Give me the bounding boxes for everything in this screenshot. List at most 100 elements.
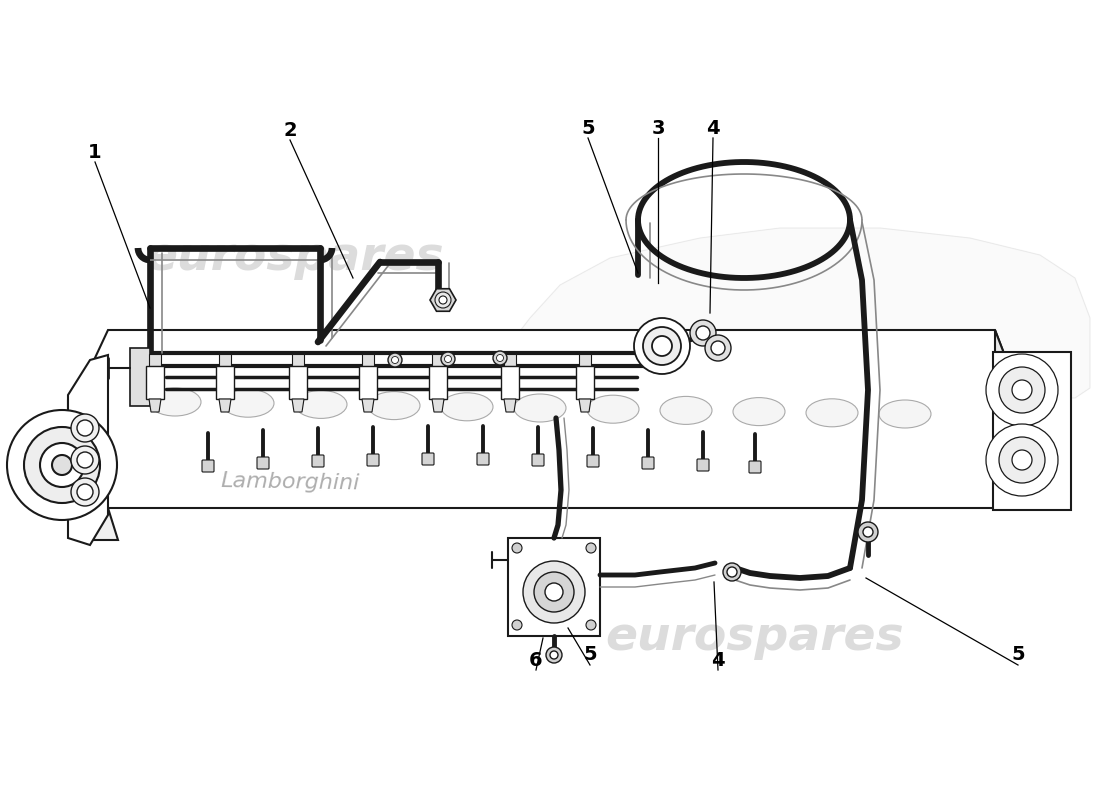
Text: eurospares: eurospares <box>606 615 904 661</box>
Circle shape <box>77 452 94 468</box>
Circle shape <box>512 620 522 630</box>
Polygon shape <box>504 399 516 412</box>
Bar <box>432 354 444 366</box>
Polygon shape <box>430 289 456 311</box>
Text: 1: 1 <box>88 142 102 162</box>
Circle shape <box>441 352 455 366</box>
Text: 2: 2 <box>283 121 297 139</box>
Polygon shape <box>579 399 591 412</box>
Circle shape <box>493 351 507 365</box>
Polygon shape <box>148 399 161 412</box>
Text: Lamborghini: Lamborghini <box>220 470 360 494</box>
Circle shape <box>1012 450 1032 470</box>
Circle shape <box>550 651 558 659</box>
Circle shape <box>24 427 100 503</box>
Circle shape <box>690 320 716 346</box>
Bar <box>292 354 304 366</box>
Text: 5: 5 <box>1011 646 1025 665</box>
Circle shape <box>705 335 732 361</box>
Polygon shape <box>362 399 374 412</box>
FancyBboxPatch shape <box>697 459 710 471</box>
Circle shape <box>77 420 94 436</box>
Ellipse shape <box>514 394 566 422</box>
FancyBboxPatch shape <box>642 457 654 469</box>
Ellipse shape <box>587 395 639 423</box>
FancyBboxPatch shape <box>532 454 544 466</box>
Ellipse shape <box>660 396 712 424</box>
Circle shape <box>7 410 117 520</box>
Ellipse shape <box>222 389 274 418</box>
Text: 6: 6 <box>529 650 542 670</box>
Text: 4: 4 <box>706 118 719 138</box>
Polygon shape <box>68 355 108 545</box>
Circle shape <box>711 341 725 355</box>
Polygon shape <box>432 399 444 412</box>
FancyBboxPatch shape <box>367 454 380 466</box>
Circle shape <box>534 572 574 612</box>
Circle shape <box>723 563 741 581</box>
Circle shape <box>40 443 84 487</box>
Circle shape <box>434 292 451 308</box>
Circle shape <box>52 455 72 475</box>
FancyBboxPatch shape <box>422 453 435 465</box>
Ellipse shape <box>879 400 931 428</box>
Bar <box>219 354 231 366</box>
Circle shape <box>696 326 710 340</box>
Circle shape <box>72 414 99 442</box>
Circle shape <box>727 567 737 577</box>
Polygon shape <box>80 330 1018 508</box>
Circle shape <box>986 424 1058 496</box>
Bar <box>500 366 519 399</box>
FancyBboxPatch shape <box>202 460 215 472</box>
Bar <box>359 366 377 399</box>
FancyBboxPatch shape <box>477 453 490 465</box>
FancyBboxPatch shape <box>257 457 270 469</box>
Polygon shape <box>490 228 1090 398</box>
Polygon shape <box>68 390 118 540</box>
Bar <box>579 354 591 366</box>
Circle shape <box>392 357 398 363</box>
Ellipse shape <box>295 390 346 418</box>
Bar <box>508 538 600 636</box>
Circle shape <box>864 527 873 537</box>
Bar <box>429 366 447 399</box>
Circle shape <box>439 296 447 304</box>
Text: 3: 3 <box>651 118 664 138</box>
Ellipse shape <box>806 399 858 427</box>
Circle shape <box>496 354 504 362</box>
FancyBboxPatch shape <box>312 455 324 467</box>
Polygon shape <box>219 399 231 412</box>
Ellipse shape <box>441 393 493 421</box>
Bar <box>130 348 150 406</box>
Polygon shape <box>292 399 304 412</box>
FancyBboxPatch shape <box>749 461 761 473</box>
Circle shape <box>522 561 585 623</box>
Ellipse shape <box>368 392 420 419</box>
Circle shape <box>512 543 522 553</box>
Circle shape <box>544 583 563 601</box>
Bar <box>362 354 374 366</box>
Circle shape <box>72 446 99 474</box>
Circle shape <box>72 478 99 506</box>
Circle shape <box>644 327 681 365</box>
Circle shape <box>77 484 94 500</box>
FancyBboxPatch shape <box>587 455 600 467</box>
Text: 4: 4 <box>712 650 725 670</box>
Circle shape <box>1012 380 1032 400</box>
Bar <box>576 366 594 399</box>
Circle shape <box>858 522 878 542</box>
Circle shape <box>652 336 672 356</box>
Circle shape <box>634 318 690 374</box>
Bar <box>289 366 307 399</box>
Circle shape <box>388 353 401 367</box>
Text: eurospares: eurospares <box>145 235 444 281</box>
Polygon shape <box>996 330 1018 508</box>
Ellipse shape <box>148 388 201 416</box>
Bar <box>216 366 234 399</box>
Circle shape <box>986 354 1058 426</box>
Bar <box>146 366 164 399</box>
Circle shape <box>999 437 1045 483</box>
Ellipse shape <box>733 398 785 426</box>
Bar <box>504 354 516 366</box>
Bar <box>993 352 1071 510</box>
